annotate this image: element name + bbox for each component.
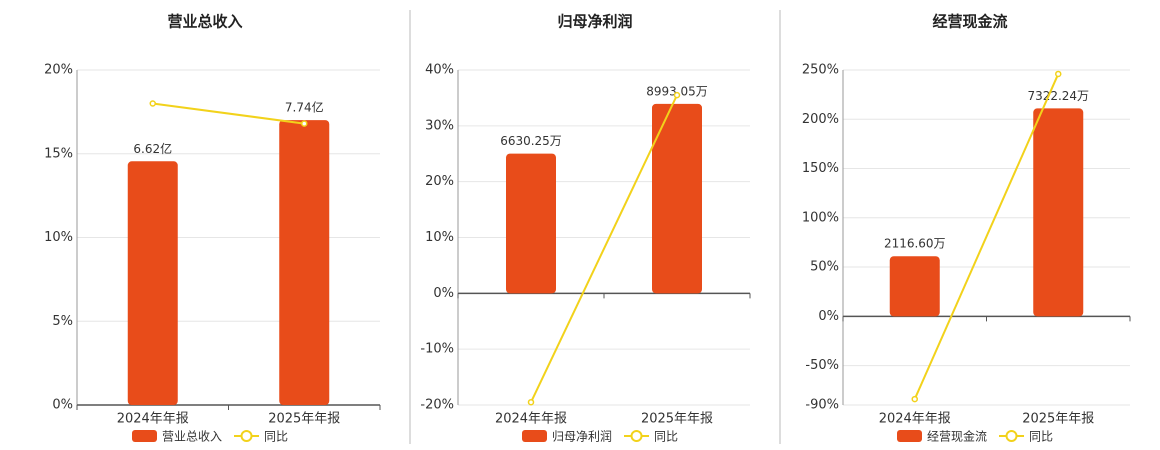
x-tick-label: 2025年年报 bbox=[641, 412, 713, 427]
y-tick-label: 100% bbox=[802, 210, 839, 225]
y-tick-label: -50% bbox=[805, 358, 839, 373]
bar bbox=[652, 103, 702, 294]
value-label: 6.62亿 bbox=[133, 141, 172, 156]
value-label: 2116.60万 bbox=[884, 237, 946, 251]
legend-label: 经营现金流 bbox=[927, 429, 987, 444]
legend-label: 同比 bbox=[654, 430, 678, 444]
line bbox=[152, 102, 305, 125]
y-tick-label: 30% bbox=[425, 118, 454, 133]
legend-label: 归母净利润 bbox=[552, 430, 612, 444]
line-point bbox=[301, 120, 308, 127]
y-tick-label: 0% bbox=[433, 286, 454, 301]
chart-title: 归母净利润 bbox=[557, 13, 632, 31]
legend-label: 营业总收入 bbox=[162, 430, 222, 444]
bar bbox=[889, 256, 940, 317]
bar bbox=[1033, 108, 1084, 317]
y-tick-label: 50% bbox=[810, 260, 839, 275]
y-tick-label: 150% bbox=[802, 161, 839, 176]
line-point bbox=[673, 91, 681, 99]
line-point bbox=[1055, 70, 1062, 78]
legend-swatch bbox=[897, 430, 922, 442]
y-tick-label: -20% bbox=[420, 398, 454, 413]
bar bbox=[279, 120, 330, 406]
y-tick-label: 10% bbox=[44, 230, 73, 245]
y-tick-label: 0% bbox=[52, 398, 73, 413]
y-tick-label: 200% bbox=[802, 112, 839, 127]
chart-title: 营业总收入 bbox=[167, 13, 242, 31]
value-label: 6630.25万 bbox=[500, 134, 562, 148]
y-tick-label: 10% bbox=[425, 230, 454, 245]
y-tick-label: -90% bbox=[805, 398, 839, 413]
x-tick-label: 2024年年报 bbox=[879, 412, 951, 427]
x-tick-label: 2025年年报 bbox=[268, 412, 340, 427]
legend-swatch bbox=[240, 430, 253, 442]
y-tick-label: 15% bbox=[44, 146, 73, 161]
y-tick-label: 5% bbox=[52, 314, 73, 329]
legend-label: 同比 bbox=[1029, 430, 1053, 444]
line bbox=[913, 73, 1060, 400]
x-tick-label: 2025年年报 bbox=[1022, 412, 1094, 427]
y-tick-label: 0% bbox=[818, 309, 839, 324]
legend-swatch bbox=[630, 430, 643, 442]
bar bbox=[506, 153, 556, 294]
legend-label: 同比 bbox=[264, 430, 288, 444]
value-label: 8993.05万 bbox=[646, 84, 708, 98]
chart-title: 经营现金流 bbox=[932, 13, 1007, 31]
legend-swatch bbox=[132, 430, 157, 442]
legend-swatch bbox=[1005, 430, 1018, 442]
value-label: 7.74亿 bbox=[285, 100, 324, 115]
value-label: 7322.24万 bbox=[1027, 89, 1089, 103]
x-tick-label: 2024年年报 bbox=[117, 412, 189, 427]
x-tick-label: 2024年年报 bbox=[495, 412, 567, 427]
line bbox=[530, 94, 678, 403]
legend-swatch bbox=[522, 430, 547, 442]
y-tick-label: 20% bbox=[44, 63, 73, 78]
y-tick-label: -10% bbox=[420, 342, 454, 357]
y-tick-label: 40% bbox=[425, 63, 454, 78]
line-point bbox=[149, 100, 156, 107]
line-point bbox=[527, 398, 535, 406]
y-tick-label: 20% bbox=[425, 174, 454, 189]
line-point bbox=[911, 395, 918, 403]
y-tick-label: 250% bbox=[802, 63, 839, 78]
bar bbox=[127, 161, 178, 405]
